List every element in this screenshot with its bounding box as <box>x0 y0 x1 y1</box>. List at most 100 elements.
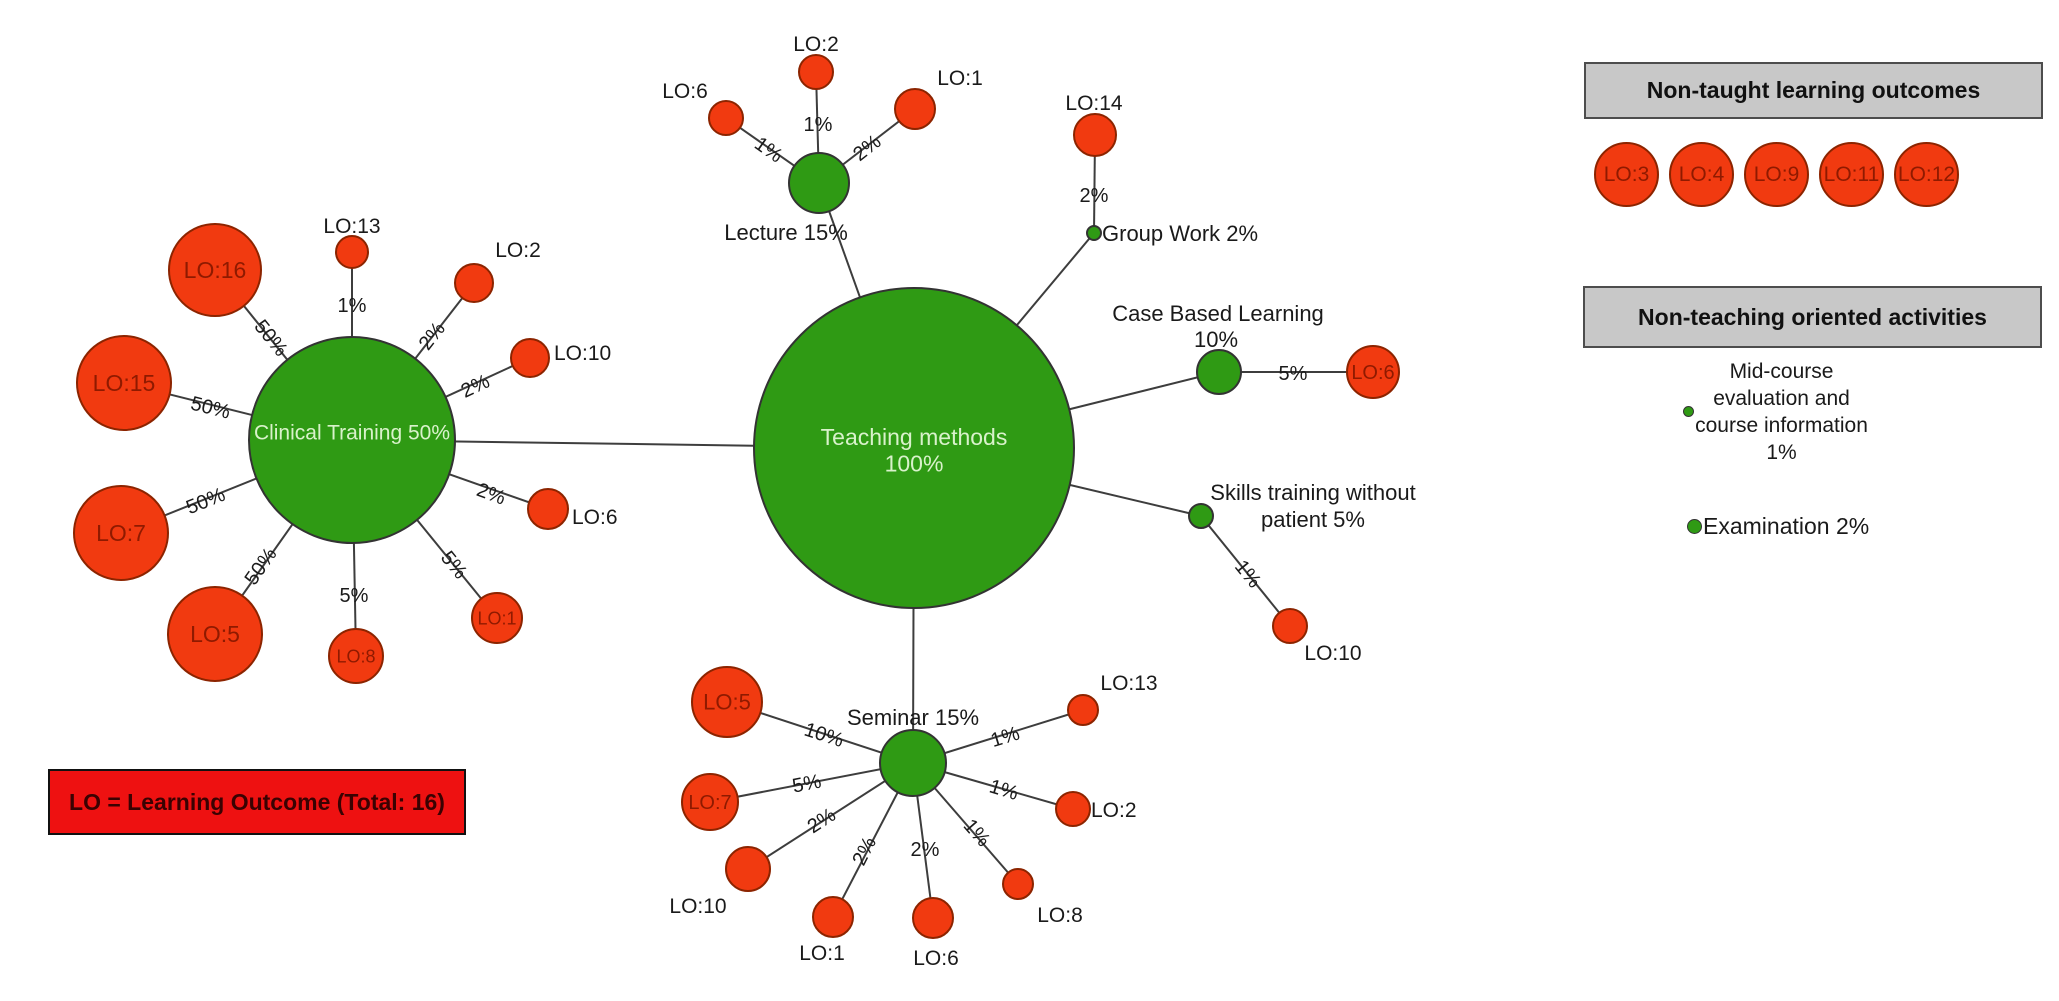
label-skills-label-line1: Skills training without <box>1210 480 1415 505</box>
node-seminar-lo1 <box>812 896 854 938</box>
node-label-seminar-lo5: LO:5 <box>703 690 751 715</box>
edge-label-clinical-training-clinical-lo2: 2% <box>415 318 450 354</box>
labels-layer: LO:13 LO:2 LO:10 LO:6 LO:6 LO:2 LO:1 Lecture 15… <box>323 33 1415 970</box>
node-groupwork-lo14 <box>1073 113 1117 157</box>
node-clinical-lo10 <box>510 338 550 378</box>
label-lecture-lo2-label: LO:2 <box>793 33 839 56</box>
node-clinical-training <box>248 336 456 544</box>
label-seminar-label: Seminar 15% <box>847 705 979 730</box>
examination-dot-icon <box>1687 519 1702 534</box>
node-label-seminar-lo7: LO:7 <box>688 792 731 814</box>
edge-label-clinical-training-clinical-lo16: 50% <box>250 316 292 361</box>
edge-label-lecture-lecture-lo2: 1% <box>804 114 833 136</box>
legend-non-taught-title: Non-taught learning outcomes <box>1646 77 1981 103</box>
edge-label-case-based-learning-casebased-lo6: 5% <box>1279 363 1308 385</box>
legend-examination: Examination 2% <box>1687 513 1869 540</box>
node-case-based-learning <box>1196 349 1242 395</box>
node-seminar-lo7 <box>681 773 739 831</box>
node-label-clinical-lo5: LO:5 <box>190 621 240 647</box>
mid-course-dot-icon <box>1683 406 1694 417</box>
label-casebased-label-line2: 10% <box>1194 327 1238 352</box>
label-groupwork-label: Group Work 2% <box>1102 221 1258 246</box>
edge-label-group-work-groupwork-lo14: 2% <box>1080 185 1109 207</box>
edge-label-clinical-training-clinical-lo13: 1% <box>338 295 367 317</box>
legend-outcome-lo12: LO:12 <box>1894 142 1959 207</box>
lo-note-box: LO = Learning Outcome (Total: 16) <box>48 769 466 835</box>
legend-non-teaching-title: Non-teaching oriented activities <box>1638 303 1987 330</box>
node-clinical-lo13 <box>335 235 369 269</box>
edge-label-seminar-seminar-lo10: 2% <box>804 804 840 838</box>
edge-label-seminar-seminar-lo7: 5% <box>791 771 824 798</box>
label-casebased-label-line1: Case Based Learning <box>1112 301 1324 326</box>
node-label-teaching-methods-0: Teaching methods <box>821 424 1008 450</box>
node-teaching-methods <box>753 287 1075 609</box>
node-seminar-lo5 <box>691 666 763 738</box>
node-skills-training <box>1188 503 1214 529</box>
node-seminar <box>879 729 947 797</box>
label-seminar-lo10-label: LO:10 <box>669 895 726 918</box>
mid-course-line: Mid-course <box>1729 360 1834 383</box>
node-clinical-lo7 <box>73 485 169 581</box>
node-seminar-lo10 <box>725 846 771 892</box>
legend-outcome-lo3: LO:3 <box>1594 142 1659 207</box>
edge-label-clinical-training-clinical-lo15: 50% <box>188 393 232 424</box>
edge-seminar-seminar-lo7 <box>709 762 914 803</box>
legend-non-taught-box: Non-taught learning outcomes <box>1584 62 2043 119</box>
node-casebased-lo6 <box>1346 345 1400 399</box>
label-clinical-lo6-label: LO:6 <box>572 506 618 529</box>
node-label-clinical-lo7: LO:7 <box>96 520 146 546</box>
node-clinical-lo16 <box>168 223 262 317</box>
edge-label-seminar-seminar-lo1: 2% <box>848 833 881 869</box>
legend-outcome-lo9: LO:9 <box>1744 142 1809 207</box>
node-label-teaching-methods-1: 100% <box>885 450 944 476</box>
label-clinical-lo10-label: LO:10 <box>554 342 611 365</box>
legend-non-taught-outcomes: LO:3 LO:4 LO:9 LO:11 LO:12 <box>1594 142 1959 207</box>
label-skills-lo10-label: LO:10 <box>1304 642 1361 665</box>
legend-outcome-lo4: LO:4 <box>1669 142 1734 207</box>
node-clinical-lo8 <box>328 628 384 684</box>
edge-label-clinical-training-clinical-lo1: 5% <box>436 547 471 583</box>
node-seminar-lo8 <box>1002 868 1034 900</box>
lo-note-text: LO = Learning Outcome (Total: 16) <box>69 788 445 815</box>
edge-label-skills-training-skills-lo10: 1% <box>1230 556 1265 592</box>
edge-label-seminar-seminar-lo5: 10% <box>801 719 846 752</box>
label-seminar-lo8-label: LO:8 <box>1037 904 1083 927</box>
node-clinical-lo2 <box>454 263 494 303</box>
label-seminar-lo6-label: LO:6 <box>913 947 959 970</box>
mid-course-line: 1% <box>1766 441 1797 464</box>
node-skills-lo10 <box>1272 608 1308 644</box>
mid-course-label: Mid-course evaluation and course informati… <box>1664 358 1899 466</box>
label-lecture-lo1-label: LO:1 <box>937 67 983 90</box>
node-label-clinical-lo16: LO:16 <box>184 257 247 283</box>
label-groupwork-lo14-label: LO:14 <box>1065 92 1123 115</box>
node-label-casebased-lo6: LO:6 <box>1351 362 1394 384</box>
node-lecture-lo1 <box>894 88 936 130</box>
label-seminar-lo1-label: LO:1 <box>799 942 845 965</box>
label-seminar-lo2-label: LO:2 <box>1091 799 1137 822</box>
node-clinical-lo6 <box>527 488 569 530</box>
node-clinical-lo5 <box>167 586 263 682</box>
legend-outcome-lo11: LO:11 <box>1819 142 1884 207</box>
node-lecture-lo6 <box>708 100 744 136</box>
node-seminar-lo6 <box>912 897 954 939</box>
node-label-clinical-lo15: LO:15 <box>93 370 156 396</box>
edge-label-seminar-seminar-lo13: 1% <box>988 722 1022 752</box>
label-clinical-lo2-label: LO:2 <box>495 239 541 262</box>
edge-label-clinical-training-clinical-lo7: 50% <box>183 484 229 519</box>
edge-skills-training-skills-lo10 <box>1200 515 1291 627</box>
edge-label-clinical-training-clinical-lo5: 50% <box>241 544 282 590</box>
label-clinical-lo13-label: LO:13 <box>323 215 380 238</box>
node-clinical-lo15 <box>76 335 172 431</box>
edge-label-seminar-seminar-lo6: 2% <box>911 839 940 861</box>
node-label-clinical-lo1: LO:1 <box>477 608 516 628</box>
node-label-clinical-training: Clinical Training 50% <box>254 421 450 444</box>
node-label-clinical-lo8: LO:8 <box>336 646 375 666</box>
mid-course-line: course information <box>1695 414 1868 437</box>
edge-label-clinical-training-clinical-lo8: 5% <box>340 585 369 607</box>
node-seminar-lo2 <box>1055 791 1091 827</box>
edge-label-seminar-seminar-lo2: 1% <box>987 776 1021 806</box>
node-group-work <box>1086 225 1102 241</box>
